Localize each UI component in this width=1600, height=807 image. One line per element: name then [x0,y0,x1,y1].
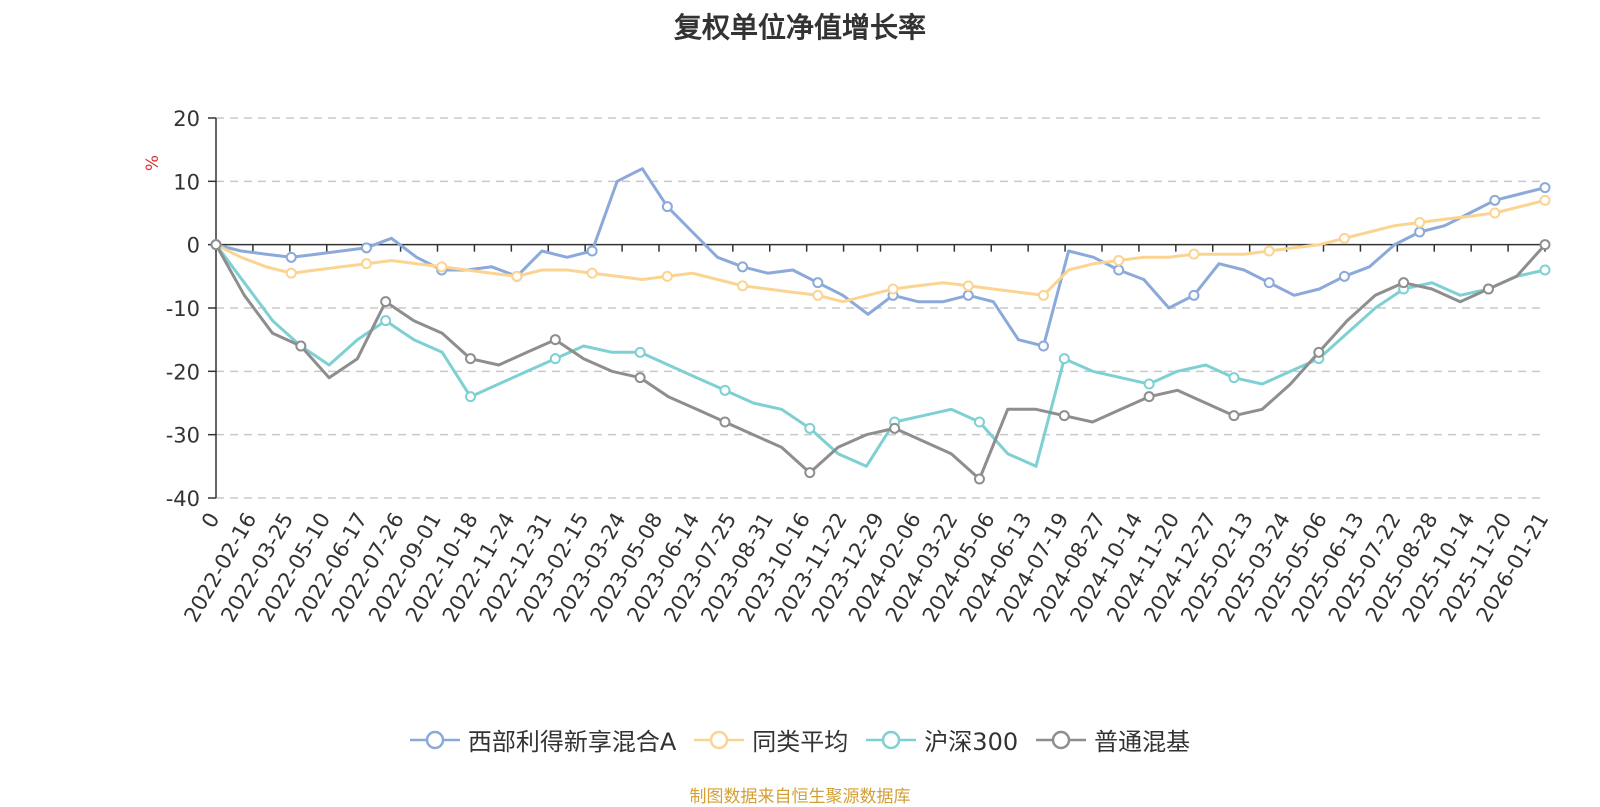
series-point-4 [464,353,476,365]
series-point-4 [973,473,985,485]
series-point-2 [1414,217,1426,228]
series-point-1 [1338,270,1350,282]
series-point-2 [436,261,448,273]
y-tick-label: -10 [166,297,200,321]
series-point-2 [511,270,523,282]
y-axis-unit: % [143,155,163,171]
series-point-3 [634,346,646,358]
series-point-2 [1263,245,1275,257]
series-line-4 [214,243,1547,481]
series-point-1 [962,289,974,301]
series-point-4 [1539,239,1551,251]
series-point-2 [661,270,673,282]
series-point-4 [380,296,392,308]
series-point-1 [586,245,598,257]
y-tick-label: 10 [173,170,200,194]
x-tick-label: 0 [197,509,224,533]
series-point-1 [285,251,297,263]
legend-label: 西部利得新享混合A [467,728,677,756]
series-point-1 [1489,194,1501,206]
series-point-2 [1539,194,1551,206]
label-layer: -40-30-20-100102002022-02-162022-03-2520… [143,107,1553,626]
series-point-1 [1263,277,1275,289]
legend-label: 普通混基 [1094,728,1191,756]
line-chart: -40-30-20-100102002022-02-162022-03-2520… [143,107,1553,626]
y-tick-label: -40 [166,487,200,511]
series-point-2 [1338,232,1350,244]
series-point-4 [1482,283,1494,295]
series-point-2 [737,280,749,292]
series-point-4 [1058,410,1070,422]
legend-item[interactable]: 普通混基 [1036,722,1190,757]
source-note: 制图数据来自恒生聚源数据库 [689,787,911,807]
legend-symbol [409,730,460,749]
chart-title: 复权单位净值增长率 [673,11,926,44]
series-point-2 [962,280,974,292]
grid-layer [216,117,1545,499]
series-point-4 [1228,410,1240,422]
series-point-2 [1037,289,1049,301]
series-point-1 [1113,264,1125,276]
series-point-1 [812,277,824,289]
series-point-3 [380,315,392,327]
legend-label: 沪深300 [924,728,1019,756]
series-point-3 [1228,372,1240,384]
series-point-3 [1058,353,1070,365]
series-point-4 [1398,277,1410,289]
series-point-1 [1414,226,1426,238]
series-point-1 [360,242,372,254]
series-point-3 [804,422,816,434]
series-point-4 [889,422,901,434]
series-point-2 [1489,207,1501,219]
series-point-3 [549,353,561,365]
y-tick-label: 0 [187,234,200,258]
legend-item[interactable]: 沪深300 [866,722,1018,757]
legend-label: 同类平均 [752,728,849,756]
series-point-1 [1037,340,1049,352]
legend-symbol [866,730,917,749]
series-point-2 [285,267,297,279]
series-point-4 [549,334,561,346]
series-point-3 [1539,264,1551,276]
series-point-2 [812,289,824,301]
series-point-3 [719,384,731,396]
series-point-2 [360,258,372,270]
legend: 西部利得新享混合A 同类平均 沪深300 普通混基 [0,722,1600,757]
legend-item[interactable]: 西部利得新享混合A [409,722,677,757]
y-tick-label: -30 [166,424,200,448]
series-point-4 [719,416,731,428]
series-point-4 [1313,346,1325,358]
series-point-1 [1539,182,1551,194]
series-point-3 [464,391,476,403]
series-point-4 [1143,391,1155,403]
legend-item[interactable]: 同类平均 [694,722,848,757]
series-point-4 [210,239,222,251]
legend-symbol [694,730,745,749]
series-point-2 [887,283,899,295]
series-point-1 [1188,289,1200,301]
legend-symbol [1036,730,1087,749]
series-point-1 [661,201,673,213]
series-point-3 [1143,378,1155,390]
y-tick-label: -20 [166,360,200,384]
series-point-4 [295,340,307,352]
series-line-1 [215,167,1546,348]
series-point-2 [586,267,598,279]
series-layer [210,167,1551,485]
series-point-2 [1113,255,1125,266]
y-tick-label: 20 [173,107,200,131]
series-point-1 [737,261,749,273]
series-point-4 [804,467,816,479]
series-point-3 [973,416,985,428]
series-point-2 [1188,248,1200,260]
series-point-4 [634,372,646,384]
